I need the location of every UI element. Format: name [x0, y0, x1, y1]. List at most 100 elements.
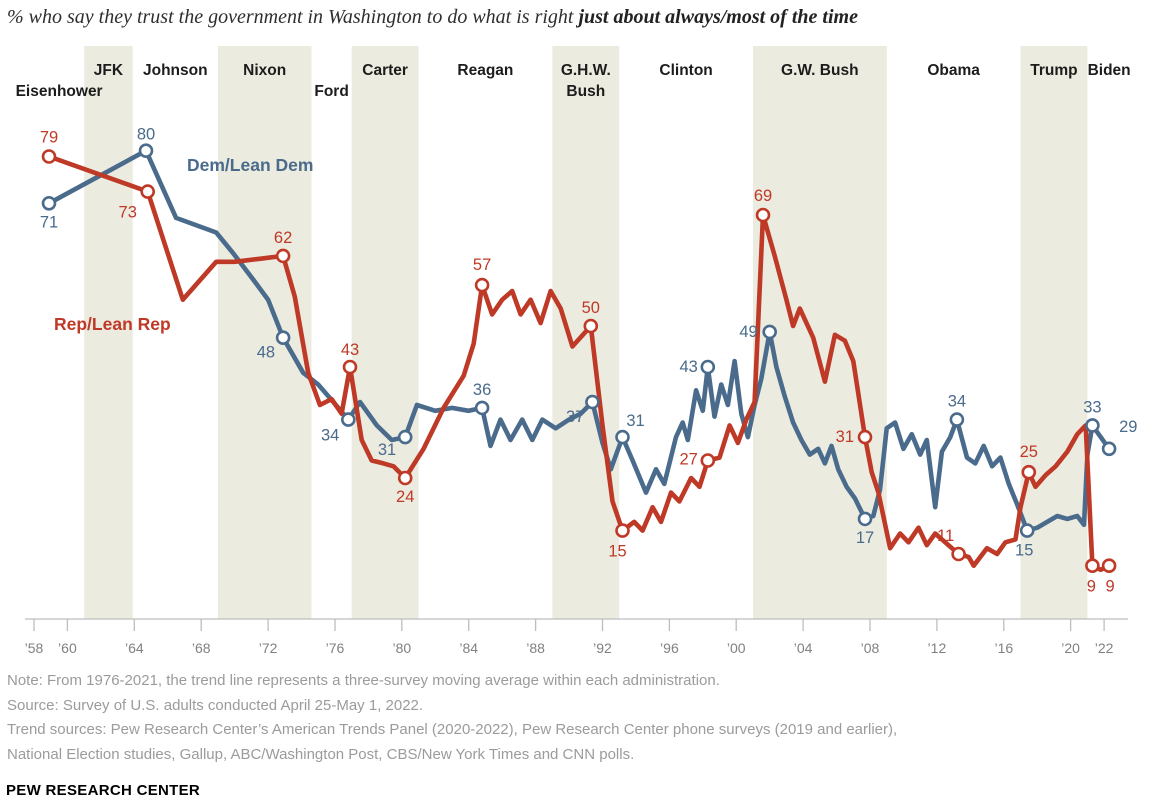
rep-point-marker	[140, 184, 155, 199]
dem-point-marker	[1101, 441, 1117, 457]
dem-point-marker	[585, 394, 600, 410]
president-label: G.H.W.	[561, 62, 611, 79]
rep-point-label: 69	[754, 187, 772, 205]
president-label: Clinton	[659, 62, 712, 79]
dem-point-label: 31	[626, 412, 644, 430]
note-line: Source: Survey of U.S. adults conducted …	[7, 696, 424, 714]
rep-point-label: 31	[836, 428, 854, 446]
x-axis-tick-label: ’08	[861, 640, 880, 656]
rep-point-marker	[1101, 558, 1117, 574]
rep-trend-line	[46, 154, 1112, 573]
dem-point-label: 43	[679, 358, 697, 376]
dem-point-label: 71	[40, 213, 58, 231]
president-label: Johnson	[143, 62, 208, 79]
rep-point-marker	[583, 318, 599, 334]
trust-line-chart: ’58 ’60 ’64 ’68 ’72 ’76 ’80 ’84 ’88 ’92 ’96 ’00 ’04 ’…	[16, 46, 1137, 656]
dem-point-marker	[138, 143, 154, 158]
x-axis-tick-label: ’84	[459, 640, 478, 656]
x-axis-tick-label: ’12	[928, 640, 947, 656]
dem-point-label: 17	[856, 529, 874, 547]
rep-point-marker	[397, 470, 413, 486]
president-label: Trump	[1030, 62, 1077, 79]
dem-point-label: 29	[1119, 418, 1137, 436]
x-axis-tick-label: ’16	[994, 640, 1013, 656]
rep-point-label: 73	[119, 204, 137, 222]
rep-point-marker	[474, 277, 490, 293]
chart-title: % who say they trust the government in W…	[7, 6, 1153, 29]
rep-point-label: 50	[582, 299, 600, 317]
note-line: Note: From 1976-2021, the trend line rep…	[7, 672, 720, 689]
rep-point-label: 79	[40, 129, 58, 147]
x-axis-tick-label: ’68	[192, 640, 211, 656]
x-axis-tick-label: ’04	[794, 640, 813, 656]
president-label: Reagan	[457, 62, 513, 79]
rep-point-marker	[342, 359, 358, 375]
x-axis-tick-label: ’80	[392, 640, 411, 656]
rep-point-marker	[275, 248, 291, 264]
president-label: Bush	[566, 83, 605, 100]
dem-point-label: 33	[1083, 398, 1101, 416]
president-label: Carter	[362, 62, 408, 79]
chart-notes: Note: From 1976-2021, the trend line rep…	[7, 669, 1147, 767]
x-axis-tick-label: ’96	[660, 640, 679, 656]
dem-point-label: 31	[378, 441, 396, 459]
dem-point-label: 37	[566, 408, 584, 426]
rep-point-label: 57	[473, 256, 491, 274]
president-label: JFK	[94, 62, 124, 79]
rep-point-label: 9	[1106, 578, 1115, 596]
x-axis-tick-label: ’88	[526, 640, 545, 656]
rep-legend-label: Rep/Lean Rep	[54, 314, 171, 334]
x-axis-tick-label: ’64	[125, 640, 144, 656]
x-axis-tick-label: ’20	[1061, 640, 1080, 656]
dem-point-label: 80	[137, 126, 155, 144]
dem-point-marker	[762, 324, 778, 340]
rep-point-marker	[41, 149, 57, 164]
dem-point-label: 34	[948, 393, 966, 411]
dem-point-marker	[275, 330, 291, 346]
president-label: Ford	[314, 83, 348, 100]
x-axis-tick-label: ’22	[1095, 640, 1114, 656]
president-term-band	[351, 46, 419, 619]
chart-title-emphasis: just about always/most of the time	[578, 6, 858, 28]
note-line: Trend sources: Pew Research Center’s Ame…	[7, 721, 898, 738]
president-label: Eisenhower	[16, 83, 103, 100]
rep-point-marker	[951, 546, 966, 562]
dem-legend-label: Dem/Lean Dem	[187, 155, 313, 175]
rep-point-label: 62	[274, 229, 292, 247]
dem-point-label: 48	[257, 344, 275, 362]
chart-title-regular: % who say they trust the government in W…	[7, 6, 579, 28]
rep-point-marker	[615, 523, 630, 538]
dem-point-label: 49	[739, 323, 757, 341]
dem-point-marker	[397, 429, 413, 445]
x-axis-tick-label: ’76	[326, 640, 345, 656]
rep-point-label: 9	[1087, 578, 1096, 596]
president-label: Biden	[1088, 62, 1131, 79]
x-axis-tick-label: ’58	[25, 640, 44, 656]
rep-point-marker	[755, 207, 771, 223]
rep-point-label: 25	[1020, 443, 1038, 461]
rep-point-marker	[857, 429, 873, 445]
dem-point-marker	[1019, 523, 1035, 538]
source-footer: PEW RESEARCH CENTER	[6, 782, 201, 799]
x-axis-tick-label: ’92	[593, 640, 612, 656]
dem-point-label: 34	[321, 427, 339, 445]
dem-point-marker	[700, 359, 716, 375]
president-term-band	[217, 46, 312, 619]
president-term-band	[84, 46, 133, 619]
rep-point-label: 15	[608, 543, 626, 561]
rep-point-label: 11	[937, 527, 954, 545]
dem-point-marker	[340, 412, 356, 427]
rep-point-marker	[700, 453, 716, 468]
x-axis-tick-label: ’72	[259, 640, 278, 656]
x-axis-tick-label: ’00	[727, 640, 746, 656]
dem-point-marker	[474, 400, 490, 416]
president-term-band	[1020, 46, 1088, 619]
rep-point-label: 27	[679, 451, 697, 469]
dem-point-marker	[857, 511, 873, 527]
dem-point-label: 36	[473, 381, 491, 399]
dem-point-marker	[615, 429, 630, 445]
rep-point-marker	[1021, 464, 1037, 480]
rep-point-label: 24	[396, 488, 414, 506]
president-label: G.W. Bush	[781, 62, 859, 79]
